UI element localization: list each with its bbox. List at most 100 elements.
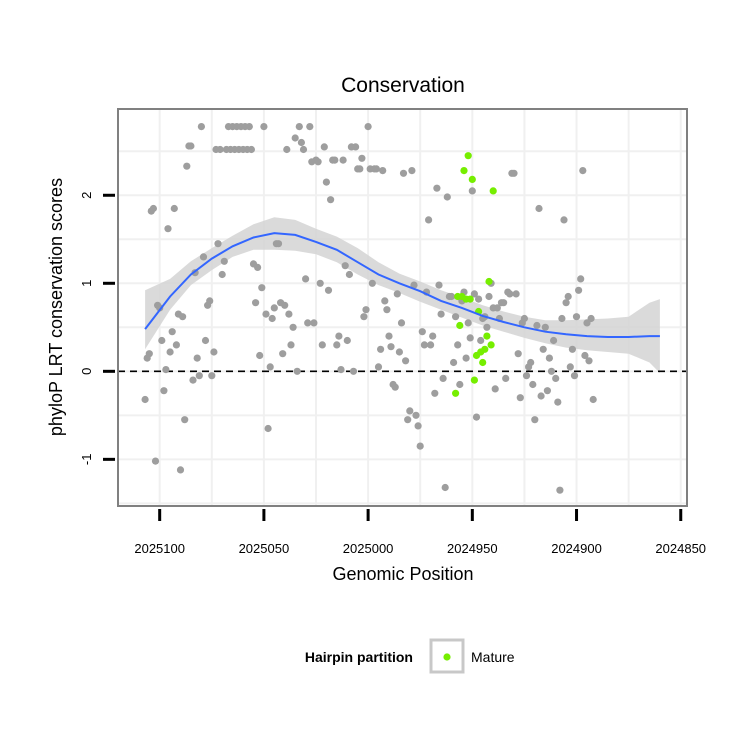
data-point-mature (487, 341, 495, 349)
data-point-other (372, 165, 380, 173)
data-point-other (566, 363, 574, 371)
data-point-other (258, 284, 266, 292)
data-point-other (454, 341, 462, 349)
data-point-other (266, 363, 274, 371)
data-point-other (560, 216, 568, 224)
x-tick-label: 2024850 (655, 541, 706, 556)
grid-lines (118, 109, 687, 506)
data-point-other (151, 457, 160, 465)
data-point-other (395, 348, 403, 356)
data-point-other (470, 290, 478, 298)
data-point-other (364, 123, 372, 131)
data-point-other (218, 270, 226, 279)
data-point-other (547, 367, 556, 375)
data-point-other (435, 281, 443, 289)
data-point-other (439, 374, 447, 382)
data-point-mature (479, 358, 487, 367)
x-tick-label: 2024950 (447, 541, 498, 556)
data-point-other (516, 394, 524, 402)
data-point-other (314, 158, 322, 166)
data-point-mature (485, 277, 493, 286)
data-point-other (283, 145, 291, 154)
data-point-other (393, 290, 401, 298)
data-point-other (172, 341, 180, 349)
data-point-other (579, 167, 587, 175)
data-point-other (199, 253, 208, 261)
data-point-mature (464, 152, 472, 160)
data-point-other (245, 123, 253, 131)
data-point-other (377, 345, 385, 353)
data-points (141, 123, 597, 494)
data-point-other (577, 275, 585, 283)
data-point-other (381, 297, 389, 305)
data-point-other (318, 341, 326, 349)
data-point-other (418, 328, 426, 336)
data-point-other (162, 366, 170, 374)
data-point-other (302, 275, 310, 283)
legend: Hairpin partition Mature (305, 638, 515, 674)
confidence-band-group (145, 217, 660, 374)
data-point-other (412, 411, 420, 419)
chart-title: Conservation (341, 74, 465, 97)
data-point-other (333, 341, 341, 349)
data-point-other (176, 466, 185, 474)
data-point-other (168, 328, 176, 336)
data-point-other (443, 193, 451, 201)
data-point-other (164, 225, 172, 233)
data-point-other (472, 413, 481, 421)
data-point-other (327, 196, 335, 204)
data-point-other (558, 314, 566, 323)
data-point-other (406, 407, 414, 415)
data-point-other (187, 142, 195, 150)
data-point-other (181, 416, 189, 424)
data-point-other (570, 372, 579, 380)
data-point-other (391, 383, 399, 391)
x-tick-label: 2024900 (551, 541, 602, 556)
confidence-band (145, 217, 660, 374)
y-tick-label: 2 (79, 192, 94, 199)
data-point-other (320, 143, 328, 151)
data-point-other (297, 138, 305, 147)
data-point-other (274, 240, 283, 248)
data-point-other (360, 313, 368, 321)
data-point-other (514, 350, 522, 358)
data-point-other (464, 319, 472, 327)
data-point-other (533, 321, 541, 330)
data-point-other (310, 319, 318, 327)
data-point-other (585, 357, 593, 365)
data-point-other (149, 204, 157, 213)
data-point-other (214, 240, 222, 248)
data-point-other (279, 350, 287, 358)
data-point-other (387, 343, 395, 351)
data-point-other (468, 187, 476, 195)
data-point-other (210, 348, 218, 356)
data-point-other (170, 204, 178, 213)
data-point-other (568, 345, 577, 353)
data-point-other (404, 416, 412, 424)
data-point-other (483, 323, 491, 331)
data-point-other (247, 145, 255, 154)
data-point-other (254, 263, 262, 271)
data-point-mature (481, 345, 489, 353)
panel-background (118, 109, 687, 506)
data-point-other (158, 336, 166, 345)
y-tick-label: -1 (79, 454, 94, 466)
data-point-other (145, 350, 153, 358)
data-point-other (356, 165, 364, 173)
data-point-other (281, 301, 289, 309)
data-point-other (285, 310, 293, 318)
data-point-other (572, 313, 581, 321)
x-tick-label: 2025100 (134, 541, 185, 556)
data-point-other (441, 483, 449, 492)
data-point-other (512, 290, 520, 298)
data-point-other (456, 380, 464, 389)
data-point-other (477, 336, 485, 345)
data-point-other (374, 363, 383, 371)
data-point-other (408, 167, 416, 175)
data-point-other (208, 372, 216, 380)
data-point-other (502, 374, 510, 382)
data-point-other (195, 372, 203, 380)
data-point-other (339, 156, 347, 164)
data-point-other (399, 169, 408, 177)
